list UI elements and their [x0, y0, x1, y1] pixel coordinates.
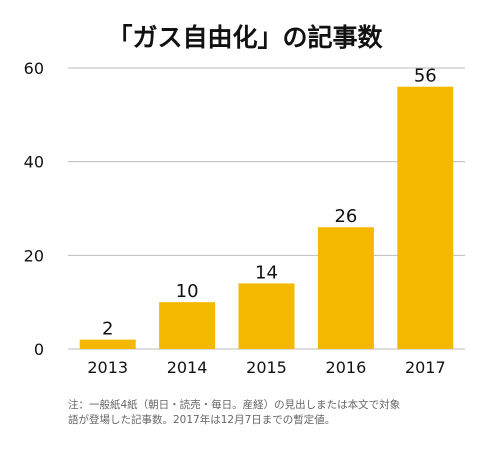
- bar-2013: [79, 339, 136, 349]
- footnote-line-2: 語が登場した記事数。2017年は12月7日までの暫定値。: [68, 414, 336, 426]
- footnote-line-1: 注：一般紙4紙（朝日・読売・毎日。産経）の見出しまたは本文で対象: [68, 399, 401, 411]
- y-tick-label: 0: [34, 340, 44, 359]
- bar-2014: [159, 302, 216, 349]
- x-tick-label-2014: 2014: [167, 358, 208, 377]
- data-label-2015: 14: [255, 262, 278, 283]
- data-label-2016: 26: [334, 206, 357, 227]
- data-label-2013: 2: [102, 319, 113, 340]
- y-tick-label: 20: [24, 246, 44, 265]
- y-tick-label: 60: [24, 59, 44, 78]
- y-axis: 0 20 40 60: [24, 59, 44, 359]
- footnote: 注：一般紙4紙（朝日・読売・毎日。産経）の見出しまたは本文で対象 語が登場した記…: [68, 398, 488, 428]
- bar-2015: [238, 283, 295, 349]
- bar-2017: [397, 86, 454, 349]
- data-labels: 2 10 14 26 56: [102, 66, 437, 340]
- x-tick-label-2016: 2016: [326, 358, 367, 377]
- x-tick-label-2015: 2015: [246, 358, 287, 377]
- x-axis: 2013 2014 2015 2016 2017: [87, 358, 445, 377]
- data-label-2014: 10: [176, 281, 199, 302]
- data-label-2017: 56: [414, 66, 437, 87]
- bars: [79, 86, 454, 349]
- bar-2016: [317, 227, 374, 349]
- chart-title: 「ガス自由化」の記事数: [107, 23, 383, 52]
- x-tick-label-2017: 2017: [405, 358, 446, 377]
- y-tick-label: 40: [24, 153, 44, 172]
- x-tick-label-2013: 2013: [87, 358, 128, 377]
